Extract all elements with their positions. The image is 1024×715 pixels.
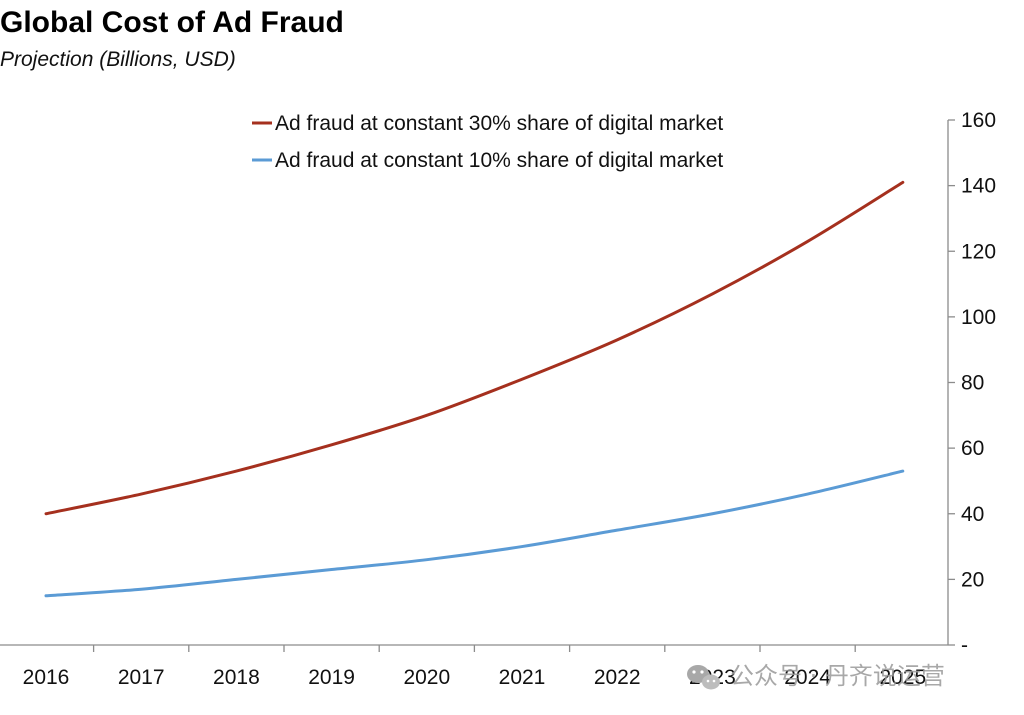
legend-label: Ad fraud at constant 30% share of digita… xyxy=(275,112,723,135)
y-tick-label: 160 xyxy=(961,109,996,132)
y-tick-label: - xyxy=(961,634,968,657)
watermark: 公众号 · 丹齐说运营 xyxy=(687,662,945,690)
legend-label: Ad fraud at constant 10% share of digita… xyxy=(275,149,723,172)
y-tick-label: 40 xyxy=(961,503,984,526)
y-tick-label: 60 xyxy=(961,437,984,460)
legend: Ad fraud at constant 30% share of digita… xyxy=(252,112,723,172)
chart-title: Global Cost of Ad Fraud xyxy=(0,6,344,39)
x-tick-label: 2017 xyxy=(118,666,165,689)
y-tick-label: 20 xyxy=(961,568,984,591)
x-tick-label: 2022 xyxy=(594,666,641,689)
x-tick-label: 2025 xyxy=(879,666,926,689)
x-tick-label: 2021 xyxy=(499,666,546,689)
axes xyxy=(0,120,949,646)
y-tick-label: 140 xyxy=(961,175,996,198)
y-tick-label: 120 xyxy=(961,240,996,263)
x-tick-label: 2019 xyxy=(308,666,355,689)
y-tick-label: 100 xyxy=(961,306,996,329)
x-axis-ticks: 2016201720182019202020212022202320242025 xyxy=(23,645,926,689)
x-tick-label: 2024 xyxy=(784,666,831,689)
y-tick-label: 80 xyxy=(961,372,984,395)
x-tick-label: 2018 xyxy=(213,666,260,689)
watermark-text: 公众号 · 丹齐说运营 xyxy=(730,662,945,690)
series-line-30pct xyxy=(44,180,905,516)
x-tick-label: 2016 xyxy=(23,666,70,689)
wechat-icon xyxy=(687,665,720,690)
series-lines xyxy=(44,180,905,598)
y-axis-ticks: - 20 40 60 80 100 120 140 160 xyxy=(948,109,996,657)
chart-subtitle: Projection (Billions, USD) xyxy=(0,48,236,71)
series-line-10pct xyxy=(44,469,905,598)
x-tick-label: 2020 xyxy=(403,666,450,689)
